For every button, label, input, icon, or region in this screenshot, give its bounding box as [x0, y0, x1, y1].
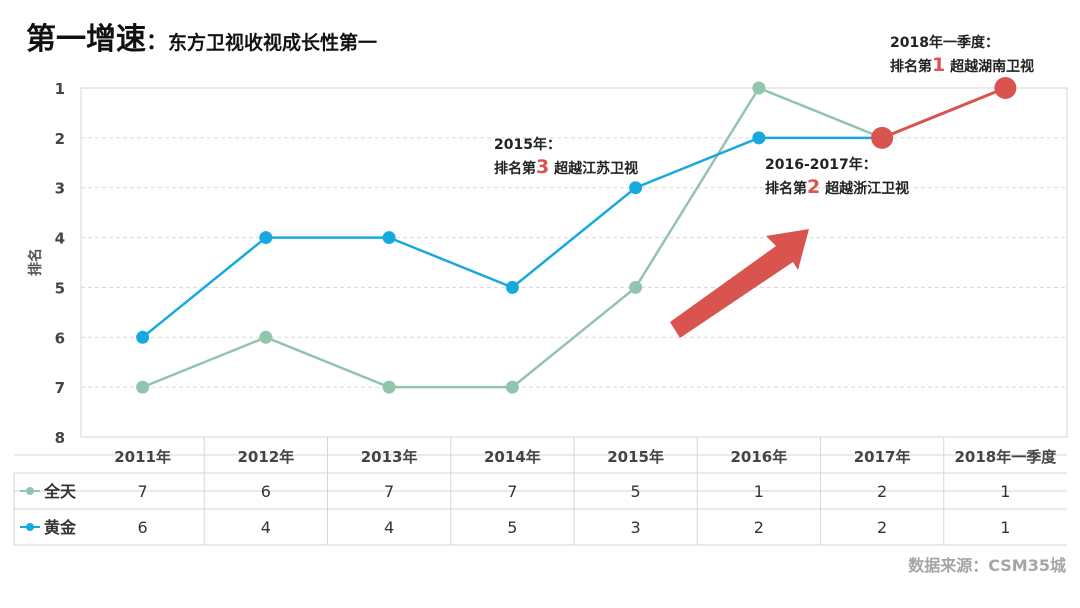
title-separator: ： [146, 30, 169, 55]
legend-marker [26, 523, 34, 531]
table-cell: 7 [507, 482, 517, 501]
x-tick-label: 2017年 [854, 448, 911, 466]
page-title: 第一增速：东方卫视收视成长性第一 [26, 14, 377, 58]
annotation-2018-suffix: 超越湖南卫视 [950, 59, 1035, 75]
y-tick-label: 7 [55, 379, 65, 397]
x-tick-label: 2014年 [484, 448, 541, 466]
series-point-0 [505, 380, 519, 394]
y-tick-label: 1 [55, 80, 65, 98]
highlight-segment [881, 86, 1006, 140]
table-cell: 1 [1000, 518, 1010, 537]
table-cell: 1 [754, 482, 764, 501]
table-cell: 2 [754, 518, 764, 537]
table-cell: 4 [261, 518, 271, 537]
series-point-0 [382, 380, 396, 394]
annotation-2016-suffix: 超越浙江卫视 [825, 181, 910, 197]
table-cell: 7 [384, 482, 394, 501]
annotation-2016-rank: 2 [807, 176, 821, 198]
growth-arrow [670, 229, 809, 338]
series-point-0 [752, 81, 766, 95]
legend-label: 全天 [43, 482, 77, 501]
table-cell: 6 [138, 518, 148, 537]
series-line-0 [142, 86, 1006, 389]
series-point-1 [136, 330, 150, 344]
annotation-2015-year: 2015年： [494, 137, 561, 153]
series-point-0 [259, 330, 273, 344]
x-tick-label: 2016年 [731, 448, 788, 466]
highlight-point [994, 77, 1017, 99]
x-tick-label: 2015年 [607, 448, 664, 466]
series-point-1 [752, 131, 766, 145]
annotation-2018-prefix: 排名第 [890, 59, 932, 75]
table-cell: 1 [1000, 482, 1010, 501]
series-point-1 [629, 181, 643, 195]
x-tick-label: 2012年 [238, 448, 295, 466]
title-subtitle: 东方卫视收视成长性第一 [168, 32, 378, 54]
x-tick-label: 2011年 [114, 448, 171, 466]
series-point-1 [259, 231, 273, 245]
annotation-2016-prefix: 排名第 [765, 181, 807, 197]
table-cell: 2 [877, 482, 887, 501]
table-cell: 5 [507, 518, 517, 537]
series-point-0 [629, 280, 643, 294]
table-cell: 5 [631, 482, 641, 501]
table-cell: 7 [138, 482, 148, 501]
x-tick-label: 2013年 [361, 448, 418, 466]
table-cell: 6 [261, 482, 271, 501]
annotation-2018-text: 排名第1 超越湖南卫视 [890, 54, 1034, 78]
x-tick-label: 2018年一季度 [955, 448, 1058, 466]
table-cell: 2 [877, 518, 887, 537]
y-tick-label: 6 [55, 329, 65, 347]
annotation-2016-2017: 2016-2017年： 排名第2 超越浙江卫视 [765, 154, 909, 200]
y-tick-label: 8 [55, 429, 65, 447]
series-point-1 [382, 231, 396, 245]
annotation-2016-text: 排名第2 超越浙江卫视 [765, 176, 909, 200]
annotation-2018-rank: 1 [932, 54, 946, 76]
table-cell: 3 [631, 518, 641, 537]
y-tick-label: 5 [55, 279, 65, 297]
legend-label: 黄金 [44, 518, 77, 537]
data-source: 数据来源：CSM35城 [908, 556, 1066, 575]
annotation-2018: 2018年一季度： 排名第1 超越湖南卫视 [890, 32, 1034, 78]
y-tick-label: 2 [55, 130, 65, 148]
series-point-0 [136, 380, 150, 394]
annotation-2015-suffix: 超越江苏卫视 [554, 161, 639, 177]
legend-marker [26, 487, 34, 495]
y-tick-label: 3 [55, 180, 65, 198]
title-main: 第一增速 [26, 22, 146, 57]
annotation-2018-year: 2018年一季度： [890, 35, 999, 51]
highlight-point [871, 126, 894, 149]
annotation-2016-year: 2016-2017年： [765, 157, 877, 173]
annotation-2015: 2015年： 排名第3 超越江苏卫视 [494, 134, 638, 180]
y-axis-label: 排名 [27, 248, 44, 276]
annotation-2015-text: 排名第3 超越江苏卫视 [494, 156, 638, 180]
series-point-1 [505, 280, 519, 294]
y-tick-label: 4 [55, 230, 65, 248]
annotation-2015-rank: 3 [536, 156, 550, 178]
table-cell: 4 [384, 518, 394, 537]
annotation-2015-prefix: 排名第 [494, 161, 536, 177]
